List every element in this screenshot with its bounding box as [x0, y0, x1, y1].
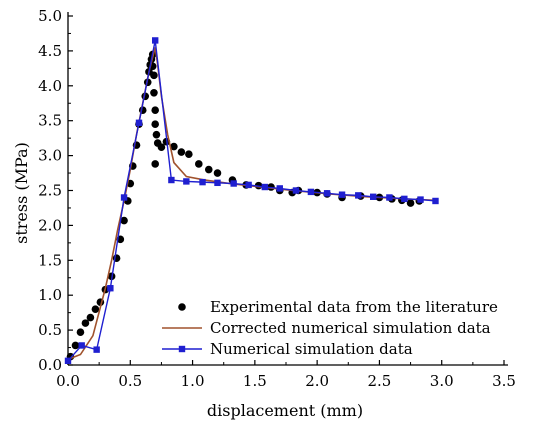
numerical-simulation-marker — [199, 178, 206, 186]
numerical-simulation-marker — [93, 346, 100, 353]
x-tick-label: 3.5 — [492, 372, 516, 390]
legend-label: Corrected numerical simulation data — [210, 319, 491, 337]
numerical-simulation-marker — [261, 183, 269, 191]
experimental-data-point — [157, 143, 166, 152]
numerical-simulation-marker — [135, 119, 143, 126]
legend-marker-numerical-square — [178, 345, 186, 353]
x-tick-label: 0.0 — [56, 372, 80, 390]
y-tick-label: 4.0 — [38, 77, 62, 95]
y-axis-title: stress (MPa) — [12, 142, 31, 244]
x-tick-label: 1.0 — [181, 372, 205, 390]
numerical-simulation-marker — [307, 188, 315, 196]
experimental-data-point — [151, 106, 159, 115]
numerical-simulation-marker — [338, 191, 346, 198]
numerical-simulation-marker — [214, 179, 221, 187]
numerical-simulation-marker — [245, 181, 252, 189]
experimental-data-point — [151, 120, 159, 128]
experimental-data-point — [150, 71, 158, 80]
numerical-simulation-marker — [417, 196, 424, 203]
y-tick-label: 3.0 — [38, 147, 62, 165]
y-tick-label: 1.5 — [38, 251, 62, 269]
numerical-simulation-marker — [152, 37, 159, 44]
experimental-data-point — [170, 142, 178, 151]
y-tick-label: 5.0 — [38, 7, 62, 25]
numerical-simulation-marker — [107, 285, 114, 292]
experimental-data-point — [177, 148, 186, 156]
y-tick-label: 1.0 — [38, 286, 62, 304]
numerical-simulation-marker — [401, 195, 408, 203]
experimental-data-point — [213, 169, 222, 177]
x-tick-label: 3.0 — [430, 372, 454, 390]
experimental-data-point — [150, 88, 158, 97]
numerical-simulation-marker — [120, 194, 128, 201]
numerical-simulation-marker — [230, 180, 237, 187]
experimental-data-point — [120, 216, 128, 225]
x-tick-label: 2.0 — [305, 372, 329, 390]
numerical-simulation-marker — [78, 342, 85, 349]
y-tick-label: 0.5 — [38, 321, 62, 339]
y-tick-label: 2.0 — [38, 216, 62, 234]
experimental-data-point — [81, 319, 90, 327]
numerical-simulation-marker — [386, 194, 393, 201]
x-tick-label: 1.5 — [243, 372, 267, 390]
experimental-data-point — [71, 341, 80, 350]
experimental-data-point — [151, 160, 159, 168]
numerical-simulation-marker — [370, 193, 377, 200]
x-tick-label: 2.5 — [367, 372, 391, 390]
numerical-simulation-marker — [292, 187, 300, 194]
legend-label: Numerical simulation data — [210, 340, 413, 358]
numerical-simulation-marker — [355, 192, 362, 199]
legend: Experimental data from the literature Cor… — [162, 298, 498, 358]
legend-label: Experimental data from the literature — [210, 298, 498, 316]
x-tick-label: 0.5 — [118, 372, 142, 390]
experimental-data-point — [91, 305, 100, 313]
experimental-data-point — [195, 160, 203, 168]
axes: 0.0 0.5 1.0 1.5 2.0 2.5 3.0 3.5 0.0 0.5 1.0 1.5 2.0 2… — [38, 7, 516, 390]
experimental-data-point — [204, 165, 213, 174]
numerical-simulation-marker — [183, 178, 190, 185]
y-tick-label: 0.0 — [38, 356, 62, 374]
y-tick-label: 3.5 — [38, 112, 62, 130]
numerical-simulation-marker — [64, 357, 72, 365]
x-axis-title: displacement (mm) — [207, 401, 363, 420]
y-tick-label: 2.5 — [38, 182, 62, 200]
experimental-data-point — [185, 150, 193, 159]
experimental-data-point — [152, 130, 161, 139]
experimental-data-point — [406, 199, 415, 207]
numerical-simulation-marker — [168, 176, 175, 184]
legend-marker-experimental — [178, 303, 186, 311]
y-tick-label: 4.5 — [38, 42, 62, 60]
plot-area — [64, 37, 439, 365]
experimental-data-point — [86, 313, 95, 322]
numerical-simulation-marker — [276, 185, 283, 192]
experimental-data-point — [76, 328, 85, 336]
numerical-simulation-marker — [323, 190, 331, 197]
numerical-simulation-marker — [432, 197, 439, 205]
